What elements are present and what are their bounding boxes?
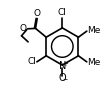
Text: Cl: Cl [28, 57, 37, 66]
Text: +: + [62, 61, 68, 67]
Text: Me: Me [87, 58, 101, 66]
Text: −: − [63, 76, 68, 81]
Text: O: O [33, 9, 40, 18]
Text: N: N [59, 61, 66, 71]
Text: Me: Me [87, 27, 101, 35]
Text: Cl: Cl [58, 8, 67, 17]
Text: O: O [20, 24, 27, 33]
Text: O: O [59, 73, 66, 83]
